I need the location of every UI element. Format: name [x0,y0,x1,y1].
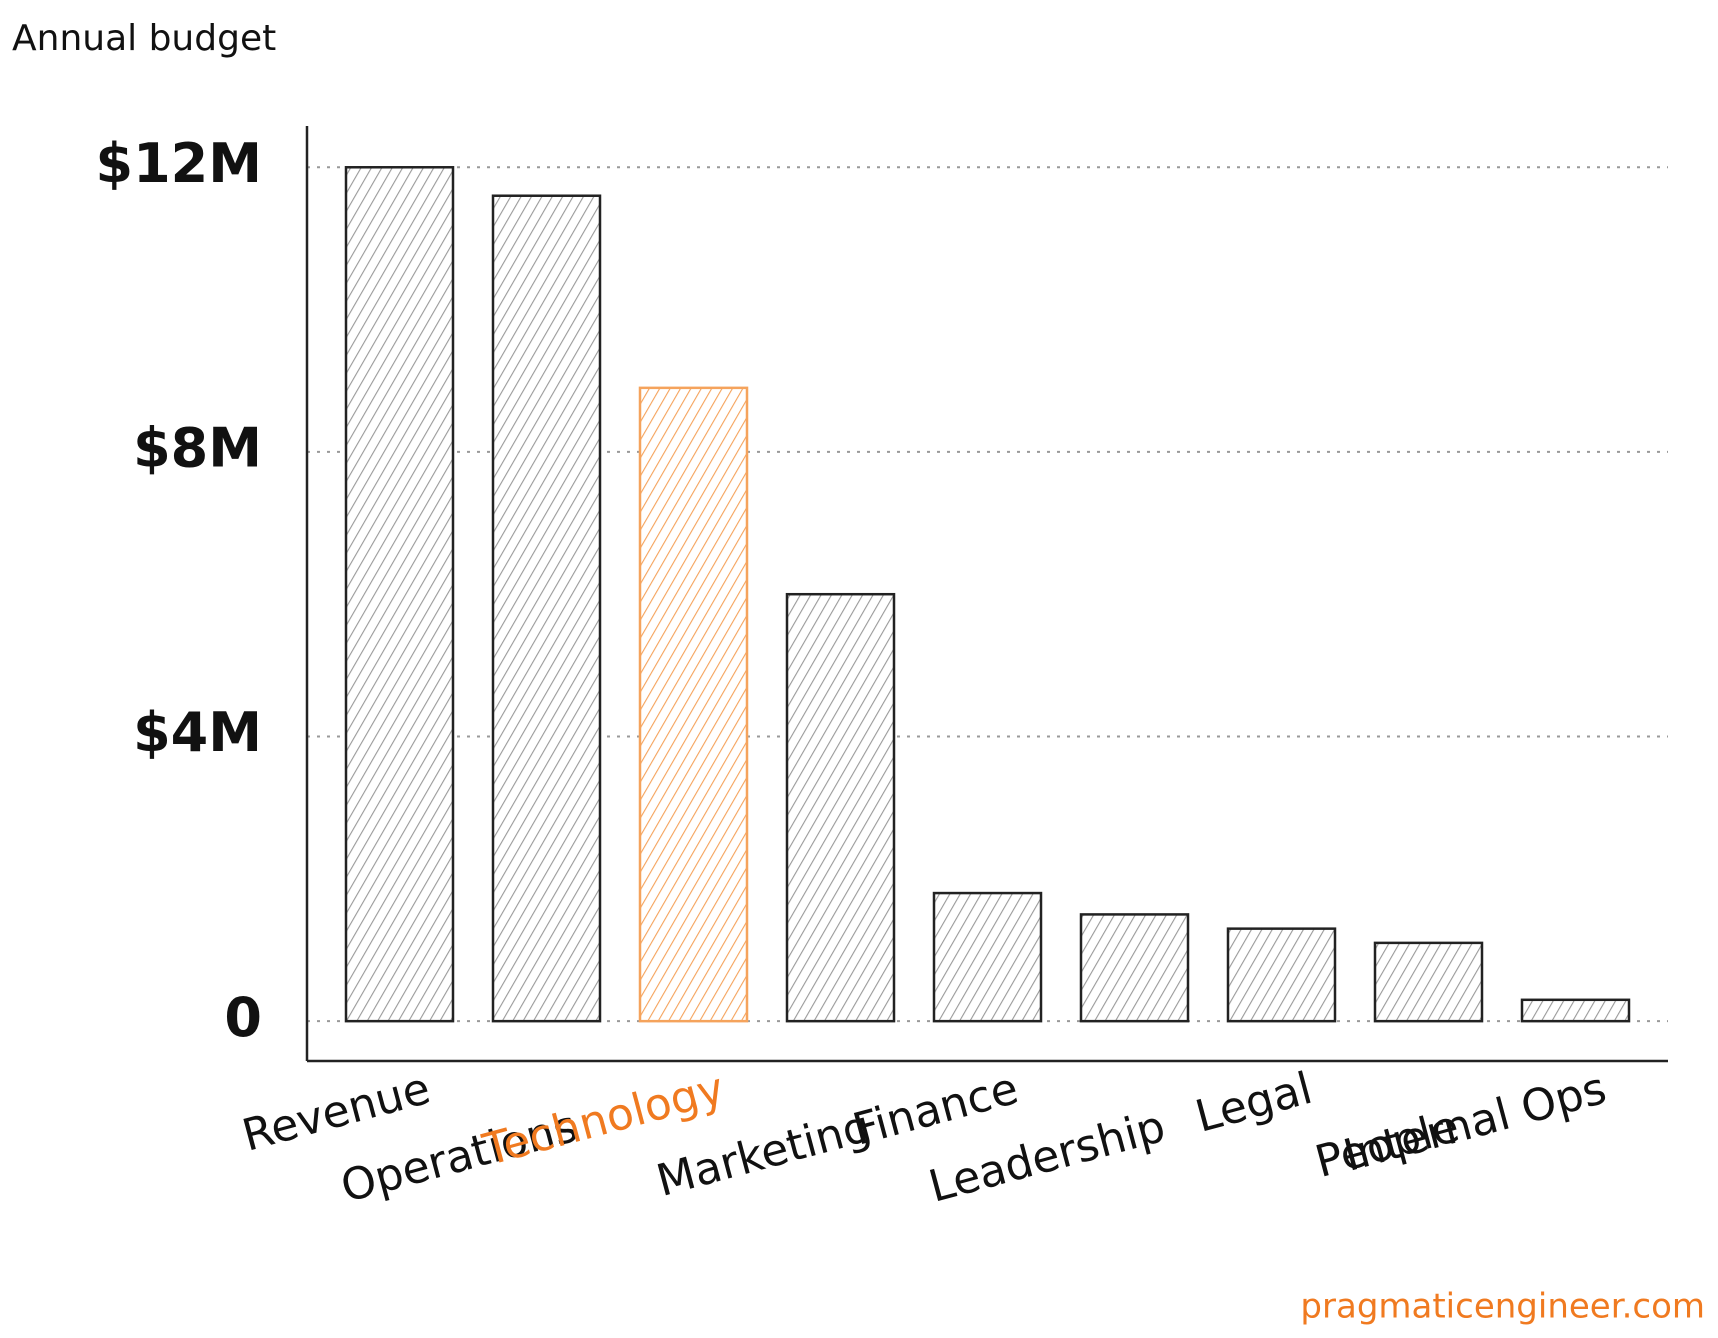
x-tick-label: Internal Ops [1338,1063,1611,1182]
bar [1079,913,1190,1023]
y-tick-label: $4M [133,701,262,764]
y-tick-label: $8M [133,417,262,480]
bar [1520,998,1631,1023]
bar [1373,941,1484,1023]
y-tick-label: $12M [96,132,262,195]
bar [344,166,455,1023]
bar [1226,927,1337,1023]
bar [785,592,896,1023]
bar [491,194,602,1023]
x-tick-label: Legal [1190,1063,1317,1143]
bar [638,386,749,1023]
x-tick-label: Finance [848,1063,1024,1156]
y-tick-label: 0 [224,986,262,1049]
footer: pragmaticengineer.com [1300,1287,1705,1327]
chart-title: Annual budget [12,18,276,59]
bar [932,891,1043,1023]
